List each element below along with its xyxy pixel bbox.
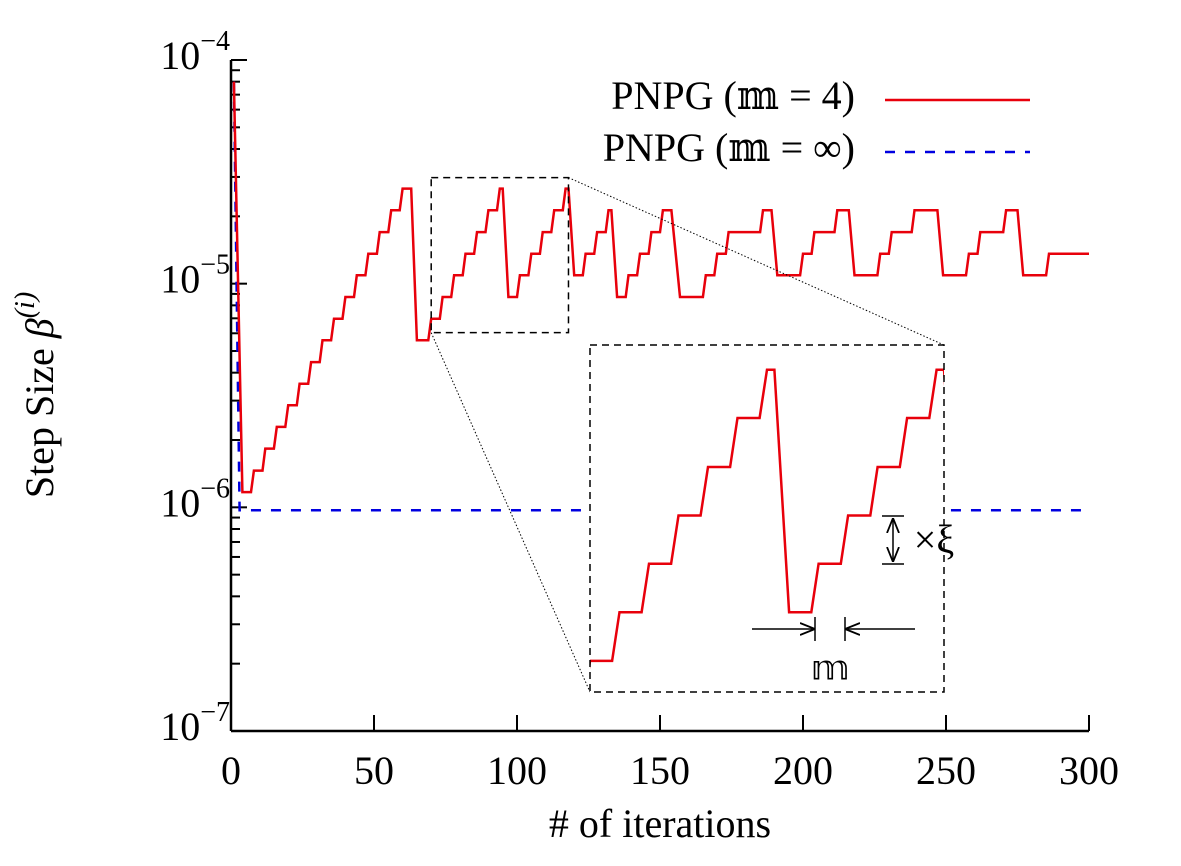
- x-tick-label: 100: [487, 748, 547, 793]
- zoom-connector: [568, 177, 945, 346]
- zoom-connector: [430, 332, 591, 693]
- line-series: [590, 368, 944, 670]
- zoom-annotations: ×ξ 𝕞: [752, 515, 954, 689]
- y-tick-label: 10−7: [160, 697, 230, 749]
- inset: [590, 368, 944, 670]
- inset-background: [590, 345, 944, 692]
- x-tick-label: 300: [1059, 748, 1119, 793]
- annotation: ×ξ: [914, 517, 954, 562]
- zoom-box: [430, 176, 570, 334]
- x-tick-label: 50: [354, 748, 394, 793]
- y-tick-label: 10−5: [160, 250, 230, 302]
- annotation: 𝕞: [811, 649, 850, 689]
- x-axis-label: # of iterations: [549, 801, 771, 846]
- y-tick-label: 10−4: [160, 26, 230, 78]
- x-tick-label: 250: [916, 748, 976, 793]
- legend-label: PNPG (𝕞 = ∞): [603, 125, 855, 170]
- y-tick-label: 10−6: [160, 474, 230, 526]
- line-series: [232, 81, 1089, 494]
- legend-label: PNPG (𝕞 = 4): [611, 73, 855, 118]
- inset-frame: [589, 344, 945, 693]
- y-axis-label: Step Size β(i): [10, 292, 62, 498]
- x-tick-label: 150: [630, 748, 690, 793]
- x-tick-label: 200: [773, 748, 833, 793]
- x-tick-label: 0: [221, 748, 241, 793]
